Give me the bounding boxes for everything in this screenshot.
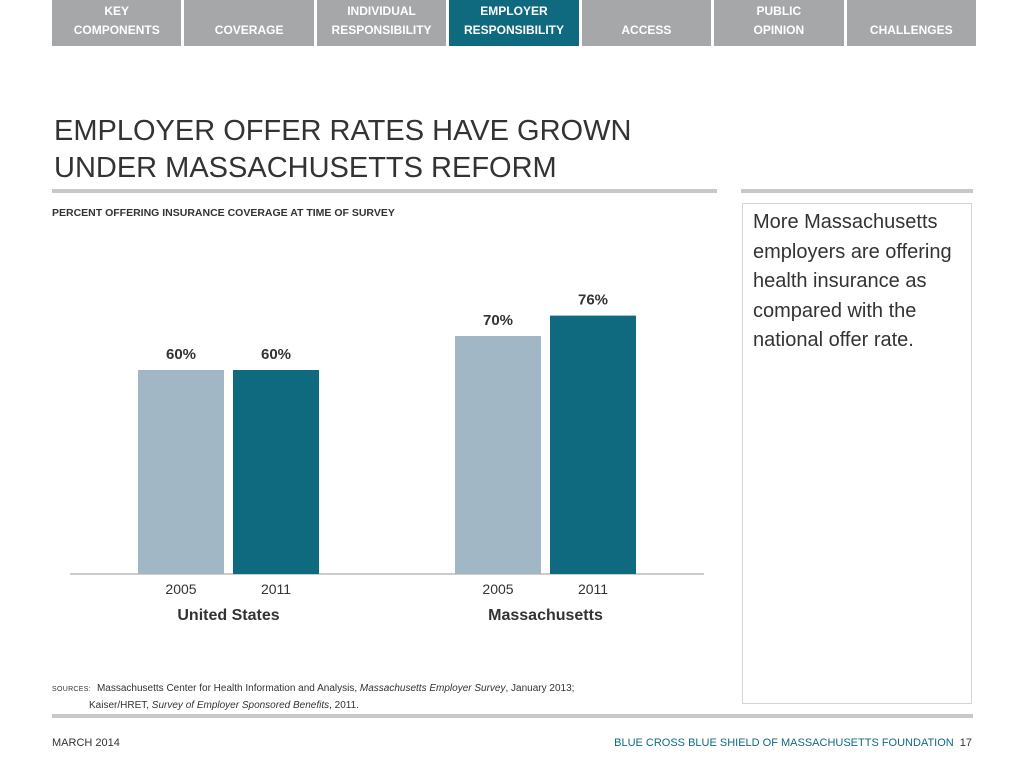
title-divider xyxy=(52,189,717,193)
source-2-text: Kaiser/HRET, xyxy=(89,700,152,711)
tab-access[interactable]: ACCESS xyxy=(581,0,712,46)
tab-key-components[interactable]: KEY COMPONENTS xyxy=(52,0,182,46)
page-number: 17 xyxy=(959,737,972,749)
sources-note: SOURCES: Massachusetts Center for Health … xyxy=(52,681,574,714)
x-tick-label: 2005 xyxy=(165,581,196,597)
data-label: 70% xyxy=(483,312,513,329)
footer-organization: BLUE CROSS BLUE SHIELD OF MASSACHUSETTS … xyxy=(614,737,972,749)
footer-date: MARCH 2014 xyxy=(52,737,120,749)
source-1-title: Massachusetts Employer Survey xyxy=(359,683,506,694)
source-1-date: , January 2013; xyxy=(505,683,575,694)
footer-org-name: BLUE CROSS BLUE SHIELD OF MASSACHUSETTS … xyxy=(614,737,954,749)
source-2: Kaiser/HRET, Survey of Employer Sponsore… xyxy=(52,698,574,714)
bar-chart: 60% 2005 60% 2011 United States 70% 2005 76% 201… xyxy=(70,292,704,624)
page-title-line-1: EMPLOYER OFFER RATES HAVE GROWN xyxy=(54,115,632,147)
key-takeaway-text: More Massachusetts employers are offerin… xyxy=(753,211,952,351)
chart-subtitle: PERCENT OFFERING INSURANCE COVERAGE AT T… xyxy=(52,207,395,219)
source-2-date: , 2011. xyxy=(329,700,359,711)
x-tick-label: 2011 xyxy=(261,581,291,597)
tab-coverage[interactable]: COVERAGE xyxy=(184,0,314,46)
tab-individual-responsibility[interactable]: INDIVIDUAL RESPONSIBILITY xyxy=(316,0,447,46)
page-title: EMPLOYER OFFER RATES HAVE GROWN UNDER MA… xyxy=(54,113,714,187)
data-label: 76% xyxy=(578,292,608,309)
group-label: Massachusetts xyxy=(488,607,603,624)
group-label: United States xyxy=(177,607,279,624)
data-label: 60% xyxy=(166,346,196,363)
bar-massachusetts-2005 xyxy=(455,336,541,574)
tab-challenges[interactable]: CHALLENGES xyxy=(846,0,976,46)
bar-united-states-2011 xyxy=(233,370,319,574)
section-nav: KEY COMPONENTS COVERAGE INDIVIDUAL RESPO… xyxy=(52,0,976,46)
data-label: 60% xyxy=(261,346,291,363)
x-tick-label: 2011 xyxy=(578,581,608,597)
bar-massachusetts-2011 xyxy=(550,315,636,574)
key-takeaway-box: More Massachusetts employers are offerin… xyxy=(742,203,972,704)
source-2-title: Survey of Employer Sponsored Benefits xyxy=(151,700,330,711)
sources-label: SOURCES: xyxy=(52,686,91,693)
bar-united-states-2005 xyxy=(138,370,224,574)
source-1-text: Massachusetts Center for Health Informat… xyxy=(96,683,360,694)
tab-public-opinion[interactable]: PUBLIC OPINION xyxy=(714,0,844,46)
x-tick-label: 2005 xyxy=(482,581,513,597)
page-title-line-2: UNDER MASSACHUSETTS REFORM xyxy=(54,152,557,184)
tab-employer-responsibility[interactable]: EMPLOYER RESPONSIBILITY xyxy=(449,0,579,46)
sidebar-divider xyxy=(741,189,973,193)
footer-divider xyxy=(52,714,973,718)
